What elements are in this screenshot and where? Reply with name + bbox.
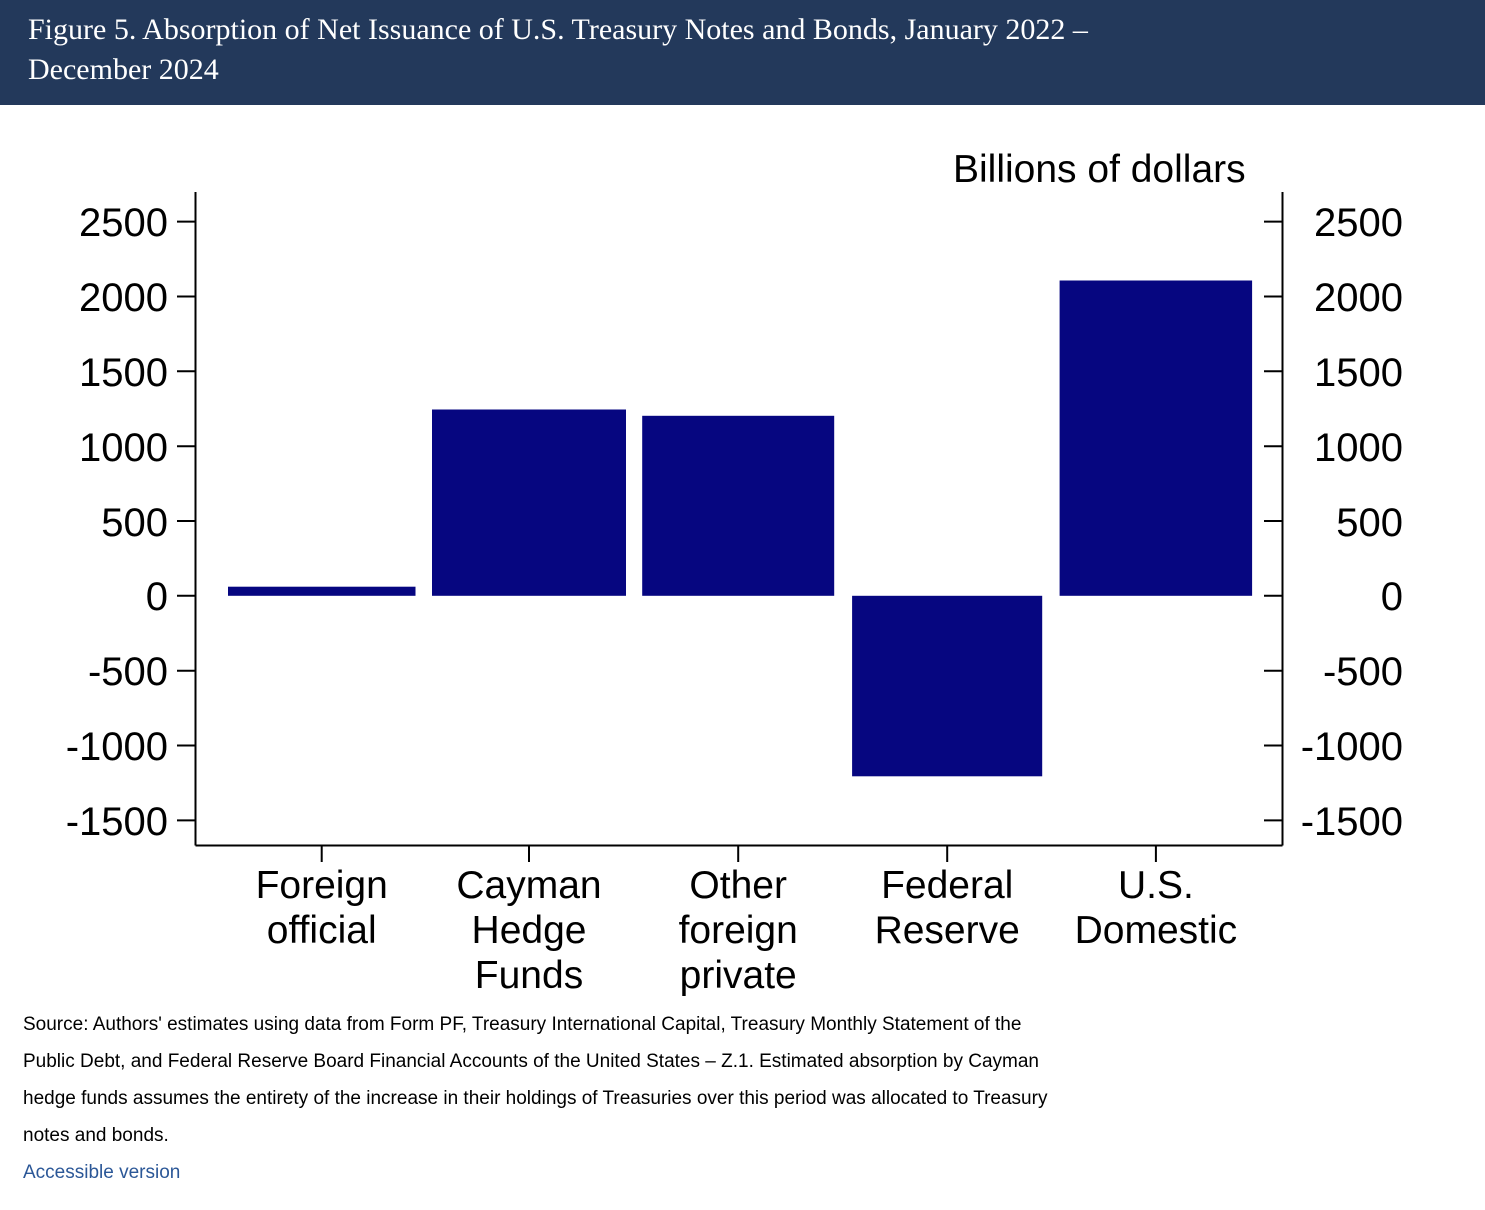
svg-text:-500: -500	[1323, 650, 1403, 694]
svg-text:-500: -500	[88, 650, 168, 694]
svg-text:1000: 1000	[1314, 426, 1403, 470]
svg-text:Domestic: Domestic	[1075, 909, 1238, 952]
svg-text:Reserve: Reserve	[875, 909, 1020, 952]
svg-text:2000: 2000	[1314, 276, 1403, 320]
svg-text:private: private	[680, 954, 797, 997]
svg-text:2500: 2500	[1314, 201, 1403, 245]
svg-text:1500: 1500	[79, 351, 168, 395]
svg-text:U.S.: U.S.	[1118, 864, 1194, 907]
svg-text:500: 500	[101, 501, 168, 545]
svg-text:2000: 2000	[79, 276, 168, 320]
svg-text:Other: Other	[689, 864, 787, 907]
svg-text:Cayman: Cayman	[456, 864, 601, 907]
svg-text:official: official	[267, 909, 377, 952]
svg-text:Billions of dollars: Billions of dollars	[953, 148, 1246, 191]
svg-text:-1500: -1500	[66, 800, 168, 844]
svg-text:Hedge: Hedge	[472, 909, 587, 952]
svg-text:Funds: Funds	[475, 954, 583, 997]
svg-text:0: 0	[1381, 575, 1403, 619]
svg-text:1500: 1500	[1314, 351, 1403, 395]
svg-text:-1000: -1000	[66, 725, 168, 769]
svg-text:2500: 2500	[79, 201, 168, 245]
svg-text:Foreign: Foreign	[256, 864, 388, 907]
svg-text:500: 500	[1336, 501, 1403, 545]
svg-text:Federal: Federal	[881, 864, 1013, 907]
svg-text:-1000: -1000	[1301, 725, 1403, 769]
svg-text:foreign: foreign	[679, 909, 798, 952]
svg-text:0: 0	[146, 575, 168, 619]
svg-text:1000: 1000	[79, 426, 168, 470]
svg-text:-1500: -1500	[1301, 800, 1403, 844]
